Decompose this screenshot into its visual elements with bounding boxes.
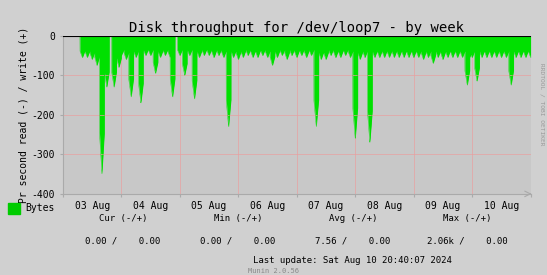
Text: Max (-/+): Max (-/+)	[444, 214, 492, 223]
Text: Munin 2.0.56: Munin 2.0.56	[248, 268, 299, 274]
Text: 10 Aug: 10 Aug	[484, 201, 519, 211]
Text: RRDTOOL / TOBI OETIKER: RRDTOOL / TOBI OETIKER	[539, 63, 544, 146]
Text: Min (-/+): Min (-/+)	[214, 214, 262, 223]
Text: 08 Aug: 08 Aug	[367, 201, 402, 211]
Text: 07 Aug: 07 Aug	[309, 201, 344, 211]
Text: 05 Aug: 05 Aug	[191, 201, 226, 211]
Text: Last update: Sat Aug 10 20:40:07 2024: Last update: Sat Aug 10 20:40:07 2024	[253, 256, 452, 265]
Text: 2.06k /    0.00: 2.06k / 0.00	[427, 236, 508, 245]
Text: 0.00 /    0.00: 0.00 / 0.00	[200, 236, 276, 245]
Text: 09 Aug: 09 Aug	[425, 201, 461, 211]
Title: Disk throughput for /dev/loop7 - by week: Disk throughput for /dev/loop7 - by week	[129, 21, 464, 35]
FancyBboxPatch shape	[8, 203, 20, 214]
Text: Bytes: Bytes	[26, 204, 55, 213]
Text: Cur (-/+): Cur (-/+)	[99, 214, 147, 223]
Text: 06 Aug: 06 Aug	[250, 201, 285, 211]
Text: 7.56 /    0.00: 7.56 / 0.00	[315, 236, 391, 245]
Text: 04 Aug: 04 Aug	[133, 201, 168, 211]
Text: 03 Aug: 03 Aug	[74, 201, 110, 211]
Text: 0.00 /    0.00: 0.00 / 0.00	[85, 236, 161, 245]
Y-axis label: Pr second read (-) / write (+): Pr second read (-) / write (+)	[19, 27, 29, 203]
Text: Avg (-/+): Avg (-/+)	[329, 214, 377, 223]
